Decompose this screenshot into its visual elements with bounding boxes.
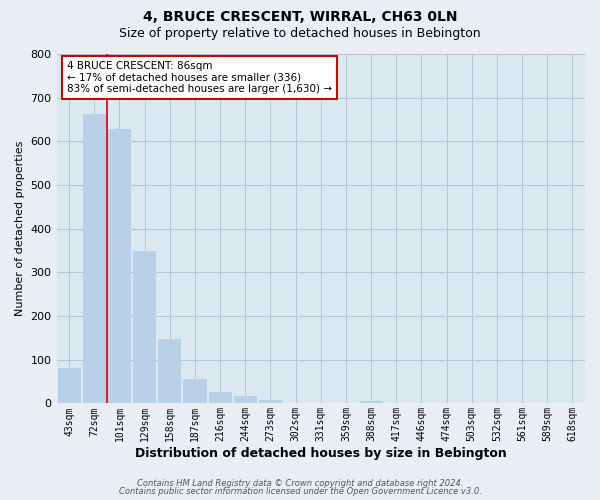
Text: Size of property relative to detached houses in Bebington: Size of property relative to detached ho… (119, 28, 481, 40)
Bar (58, 368, 80, 404)
Bar (133, 252, 156, 404)
Y-axis label: Number of detached properties: Number of detached properties (15, 141, 25, 316)
Bar (234, 396, 257, 404)
X-axis label: Distribution of detached houses by size in Bebington: Distribution of detached houses by size … (135, 447, 506, 460)
Bar (158, 339, 181, 404)
Text: Contains public sector information licensed under the Open Government Licence v3: Contains public sector information licen… (119, 487, 481, 496)
Bar (184, 378, 206, 404)
Text: 4 BRUCE CRESCENT: 86sqm
← 17% of detached houses are smaller (336)
83% of semi-d: 4 BRUCE CRESCENT: 86sqm ← 17% of detache… (67, 61, 332, 94)
Bar (83, 114, 106, 404)
Bar (209, 392, 232, 404)
Bar (259, 400, 282, 404)
Text: 4, BRUCE CRESCENT, WIRRAL, CH63 0LN: 4, BRUCE CRESCENT, WIRRAL, CH63 0LN (143, 10, 457, 24)
Text: Contains HM Land Registry data © Crown copyright and database right 2024.: Contains HM Land Registry data © Crown c… (137, 478, 463, 488)
Bar (108, 129, 131, 404)
Bar (359, 401, 383, 404)
